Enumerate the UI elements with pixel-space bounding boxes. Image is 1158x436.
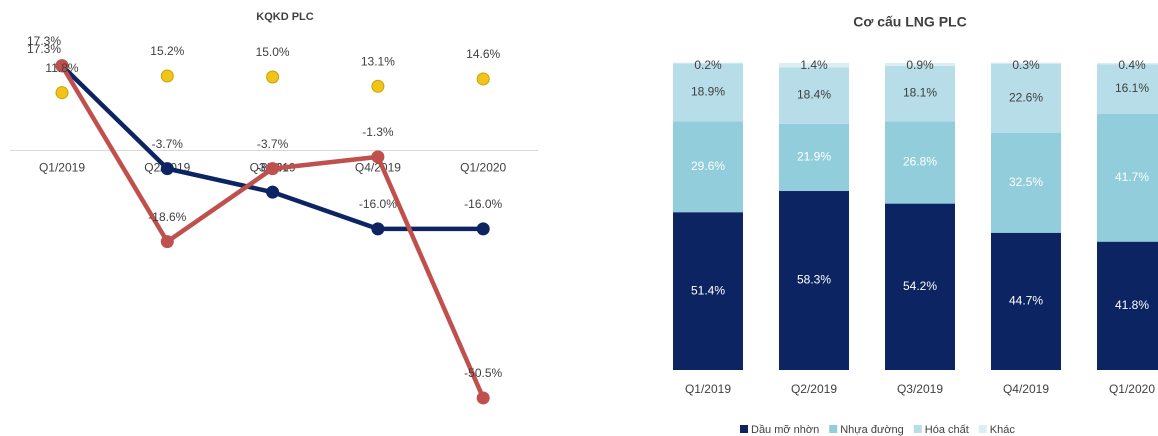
legend-swatch	[829, 425, 838, 433]
value-label: 1.4%	[800, 58, 828, 72]
bar-segment	[885, 65, 955, 122]
value-label: -18.6%	[148, 210, 186, 224]
marker	[371, 79, 385, 93]
legend-label: Dầu mỡ nhờn	[751, 424, 819, 436]
bar-segment	[779, 67, 849, 124]
value-label: -3.7%	[152, 137, 184, 151]
marker	[476, 222, 490, 236]
bar-segment	[673, 63, 743, 122]
bar-segment	[885, 203, 955, 370]
chart-title: Cơ cấu LNG PLC	[853, 14, 966, 30]
bar-segment	[991, 132, 1061, 233]
bar-segment	[885, 121, 955, 204]
value-label: 22.6%	[1009, 90, 1043, 104]
value-label: 15.0%	[256, 45, 290, 59]
x-tick-label: Q1/2019	[685, 382, 731, 396]
value-label: 54.2%	[903, 279, 937, 293]
line	[60, 64, 486, 399]
value-label: 41.8%	[1115, 298, 1149, 312]
bar-segment	[991, 232, 1061, 370]
bar-segment	[779, 191, 849, 370]
bar-segment	[673, 212, 743, 370]
value-label: 17.3%	[27, 42, 61, 56]
bar-segment	[991, 63, 1061, 133]
legend-swatch	[740, 425, 748, 433]
marker	[160, 162, 174, 176]
marker	[266, 185, 280, 199]
marker	[371, 150, 385, 164]
value-label: 32.5%	[1009, 175, 1043, 189]
value-label: 16.1%	[1115, 81, 1149, 95]
marker	[266, 70, 280, 84]
x-tick-label: Q3/2019	[897, 382, 943, 396]
marker	[476, 72, 490, 86]
value-label: 0.9%	[906, 58, 934, 72]
value-label: 44.7%	[1009, 294, 1043, 308]
bar-segment	[885, 63, 955, 66]
chart-title: KQKD PLC	[256, 11, 314, 23]
marker	[160, 235, 174, 249]
value-label: -50.5%	[464, 366, 502, 380]
bar-segment	[673, 121, 743, 213]
legend-swatch	[913, 425, 922, 433]
x-tick-label: Q4/2019	[355, 161, 401, 175]
x-tick-label: Q2/2019	[791, 382, 837, 396]
bar-segment	[673, 62, 743, 64]
value-label: 11.8%	[45, 61, 78, 75]
value-label: 51.4%	[691, 283, 725, 297]
bar-segment	[1097, 241, 1158, 370]
marker	[160, 69, 174, 83]
x-tick-label: Q4/2019	[1003, 382, 1049, 396]
marker	[266, 162, 280, 176]
value-label: 0.3%	[1012, 58, 1040, 72]
legend-swatch	[978, 425, 987, 433]
value-label: 18.9%	[691, 84, 725, 98]
value-label: 18.4%	[797, 88, 831, 102]
value-label: 18.1%	[903, 86, 937, 100]
bar-segment	[991, 62, 1061, 64]
value-label: -16.0%	[359, 197, 397, 211]
x-tick-label: Q1/2020	[460, 161, 506, 175]
value-label: 0.4%	[1118, 58, 1146, 72]
value-label: 26.8%	[903, 155, 937, 169]
legend-label: Hóa chất	[925, 424, 969, 436]
x-tick-label: Q1/2019	[39, 161, 85, 175]
value-label: 41.7%	[1115, 170, 1149, 184]
value-label: 15.2%	[150, 44, 184, 58]
marker	[55, 86, 69, 100]
x-tick-label: Q1/2020	[1109, 382, 1155, 396]
legend-label: Khác	[990, 424, 1016, 436]
value-label: -3.7%	[257, 137, 289, 151]
value-label: 17.3%	[27, 34, 61, 48]
value-label: 14.6%	[466, 47, 500, 61]
legend-label: Nhựa đường	[840, 424, 904, 436]
value-label: 0.2%	[694, 58, 722, 72]
value-label: 13.1%	[361, 54, 395, 68]
value-label: 21.9%	[797, 150, 831, 164]
marker	[476, 391, 490, 405]
bar-segment	[779, 123, 849, 192]
bar-segment	[1097, 113, 1158, 242]
bar-segment	[1097, 64, 1158, 114]
marker	[55, 59, 69, 73]
value-label: -1.3%	[362, 125, 394, 139]
bar-segment	[779, 63, 849, 68]
marker	[371, 222, 385, 236]
value-label: 58.3%	[797, 273, 831, 287]
bar-segment	[1097, 63, 1158, 65]
value-label: -16.0%	[464, 197, 502, 211]
value-label: 29.6%	[691, 159, 725, 173]
